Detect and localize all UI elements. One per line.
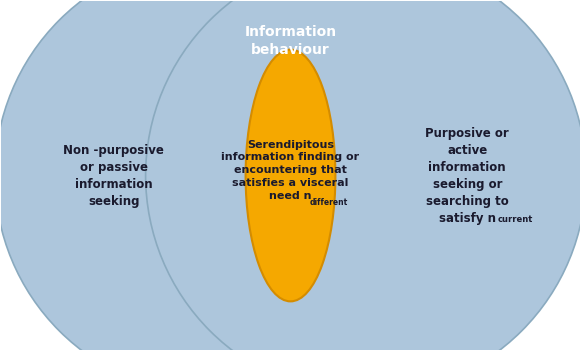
Text: different: different xyxy=(310,198,348,207)
Ellipse shape xyxy=(246,49,335,302)
Ellipse shape xyxy=(146,0,581,351)
Ellipse shape xyxy=(12,13,569,338)
Text: Information
behaviour: Information behaviour xyxy=(245,25,336,57)
Text: current: current xyxy=(498,215,533,224)
Ellipse shape xyxy=(0,0,435,351)
Text: Non -purposive
or passive
information
seeking: Non -purposive or passive information se… xyxy=(63,144,164,207)
Text: Purposive or
active
information
seeking or
searching to
satisfy n: Purposive or active information seeking … xyxy=(425,126,509,225)
Text: Serendipitous
information finding or
encountering that
satisfies a visceral
need: Serendipitous information finding or enc… xyxy=(221,140,360,201)
